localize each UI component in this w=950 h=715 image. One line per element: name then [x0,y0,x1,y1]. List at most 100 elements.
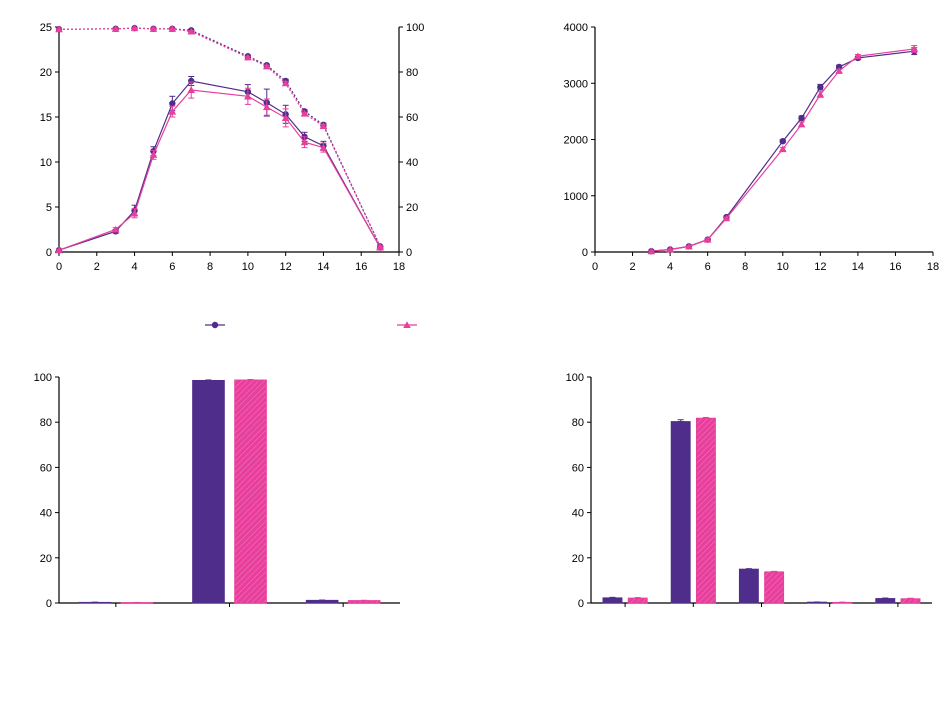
data-point [778,145,787,153]
x-tick-label: 18 [393,261,405,273]
data-point [187,86,196,94]
bar [900,598,921,604]
data-point [281,114,290,121]
x-tick-label: 4 [667,261,673,273]
data-point [168,25,177,32]
data-point [376,242,384,250]
x-tick-label: 16 [889,261,901,273]
data-point [779,137,786,145]
data-point [319,143,328,151]
y-tick-label: 60 [572,462,584,474]
bar [875,598,896,604]
data-point [111,25,120,32]
y-tick-label: 80 [40,417,52,429]
x-tick-label: 12 [814,261,826,273]
y2-tick-label: 0 [406,247,412,259]
data-point [169,100,176,107]
legend-marker [211,321,219,329]
data-point [854,52,862,60]
data-point [797,120,806,128]
y-tick-label: 80 [572,417,584,429]
x-tick-label: 0 [56,261,62,273]
y2-tick-label: 80 [406,67,418,79]
data-point [244,53,252,61]
y-tick-label: 0 [578,598,584,610]
data-point [281,79,290,87]
data-point [647,247,656,255]
data-point [300,138,309,146]
bar [192,379,225,604]
bar [764,571,785,604]
data-point [685,242,693,250]
legend [205,321,417,329]
x-tick-label: 8 [207,261,213,273]
series-line [58,27,381,247]
y-tick-label: 3000 [564,78,588,90]
legend-marker [403,321,411,329]
data-point [188,77,195,85]
x-tick-label: 14 [852,261,864,273]
x-tick-label: 6 [169,261,175,273]
data-point [149,151,158,158]
data-point [910,45,919,52]
data-point [262,62,271,70]
bar [738,568,759,604]
bar [627,597,648,604]
data-point [703,235,712,243]
data-point [835,63,843,71]
x-tick-label: 18 [927,261,939,273]
x-tick-label: 2 [629,261,635,273]
y-tick-label: 2000 [564,135,588,147]
y-tick-label: 20 [572,553,584,565]
data-point [187,27,196,35]
x-tick-label: 10 [242,261,254,273]
y-tick-label: 15 [40,112,52,124]
data-point [111,225,120,233]
y-tick-label: 20 [40,67,52,79]
x-tick-label: 6 [705,261,711,273]
protein-concentration-chart: 0 1000 2000 3000 4000 0 2 4 6 8 10 12 14 16 18 [564,22,940,273]
peak-area-chart: 0 20 40 60 80 100 [34,372,400,610]
y2-tick-label: 20 [406,202,418,214]
y-tick-label: 5 [46,202,52,214]
x-tick-label: 2 [94,261,100,273]
y2-tick-label: 60 [406,112,418,124]
bar [602,597,623,604]
x-tick-label: 12 [280,261,292,273]
y-tick-label: 25 [40,22,52,34]
x-tick-label: 8 [742,261,748,273]
y-tick-label: 0 [46,247,52,259]
data-point [262,103,271,111]
y-tick-label: 1000 [564,191,588,203]
y-tick-label: 10 [40,157,52,169]
data-point [817,83,824,91]
x-tick-label: 0 [592,261,598,273]
data-point [149,25,158,32]
series-line [58,89,381,251]
data-point [300,109,309,117]
data-point [722,214,731,222]
data-point [55,246,63,254]
y-tick-label: 0 [46,598,52,610]
y-tick-label: 20 [40,553,52,565]
data-point [130,209,139,217]
data-point [319,122,328,130]
y-tick-label: 100 [566,372,584,384]
bar [695,417,716,604]
data-point [55,25,63,33]
data-point [816,90,825,98]
data-point [168,107,177,115]
x-tick-label: 14 [317,261,329,273]
y2-tick-label: 40 [406,157,418,169]
x-tick-label: 16 [355,261,367,273]
bar [234,379,267,604]
y-tick-label: 4000 [564,22,588,34]
data-point [798,114,805,122]
y-tick-label: 100 [34,372,52,384]
bar [670,421,691,604]
y-tick-label: 40 [40,508,52,520]
y-tick-label: 60 [40,462,52,474]
data-point [666,245,674,253]
